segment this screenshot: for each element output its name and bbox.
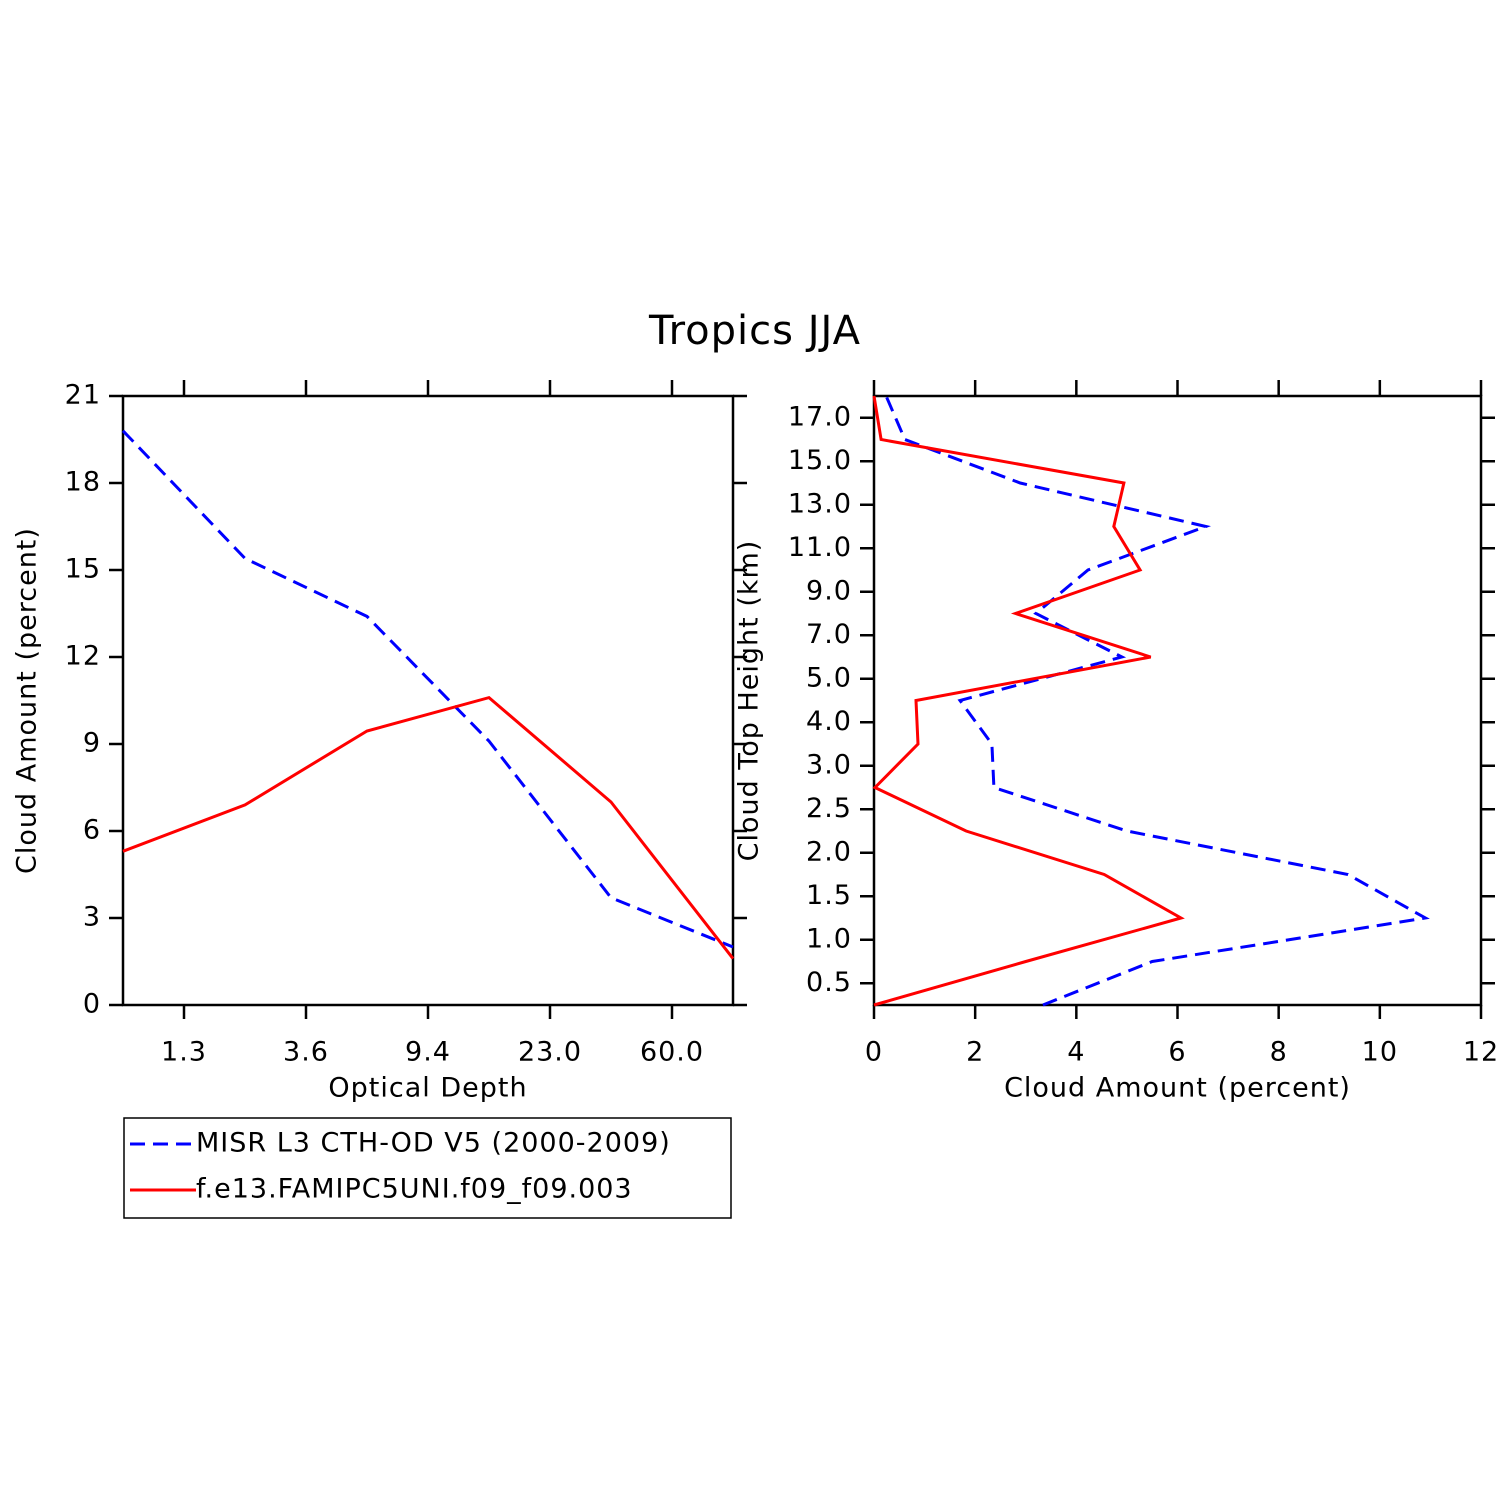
y-tick-label: 21: [65, 380, 101, 411]
x-tick-label: 6: [1168, 1037, 1186, 1068]
x-tick-label: 60.0: [640, 1037, 704, 1068]
x-axis-label: Cloud Amount (percent): [1004, 1073, 1351, 1104]
y-tick-label: 11.0: [788, 532, 852, 563]
y-tick-label: 4.0: [806, 706, 852, 737]
series-line: [122, 695, 735, 960]
y-axis-label: Cloud Top Height (km): [734, 540, 765, 862]
y-tick-label: 9: [83, 728, 101, 759]
x-tick-label: 3.6: [283, 1037, 329, 1068]
x-tick-label: 4: [1067, 1037, 1085, 1068]
y-tick-label: 6: [83, 815, 101, 846]
legend-label: f.e13.FAMIPC5UNI.f09_f09.003: [196, 1174, 633, 1205]
y-axis-label: Cloud Amount (percent): [12, 527, 43, 874]
series-line: [884, 395, 1430, 1007]
y-tick-label: 1.0: [806, 923, 852, 954]
y-tick-label: 0: [83, 989, 101, 1020]
y-tick-label: 5.0: [806, 662, 852, 693]
x-tick-label: 0: [865, 1037, 883, 1068]
x-tick-label: 1.3: [161, 1037, 207, 1068]
x-tick-label: 10: [1362, 1037, 1398, 1068]
x-tick-label: 23.0: [518, 1037, 582, 1068]
y-tick-label: 15.0: [788, 445, 852, 476]
series-line: [872, 395, 1185, 1007]
y-tick-label: 9.0: [806, 575, 852, 606]
x-axis-label: Optical Depth: [328, 1073, 527, 1104]
y-tick-label: 0.5: [806, 967, 852, 998]
y-tick-label: 15: [65, 554, 101, 585]
y-tick-label: 3: [83, 902, 101, 933]
legend-box: [123, 1117, 732, 1219]
y-tick-label: 17.0: [788, 401, 852, 432]
legend-label: MISR L3 CTH-OD V5 (2000-2009): [196, 1128, 671, 1159]
y-tick-label: 7.0: [806, 619, 852, 650]
y-tick-label: 2.0: [806, 836, 852, 867]
series-line: [121, 429, 734, 949]
y-tick-label: 13.0: [788, 488, 852, 519]
y-tick-label: 18: [65, 467, 101, 498]
x-tick-label: 2: [966, 1037, 984, 1068]
y-tick-label: 12: [65, 641, 101, 672]
y-tick-label: 2.5: [806, 793, 852, 824]
y-tick-label: 1.5: [806, 880, 852, 911]
x-tick-label: 8: [1270, 1037, 1288, 1068]
x-tick-label: 9.4: [405, 1037, 451, 1068]
y-tick-label: 3.0: [806, 749, 852, 780]
figure-title: Tropics JJA: [648, 308, 861, 354]
x-tick-label: 12: [1463, 1037, 1499, 1068]
